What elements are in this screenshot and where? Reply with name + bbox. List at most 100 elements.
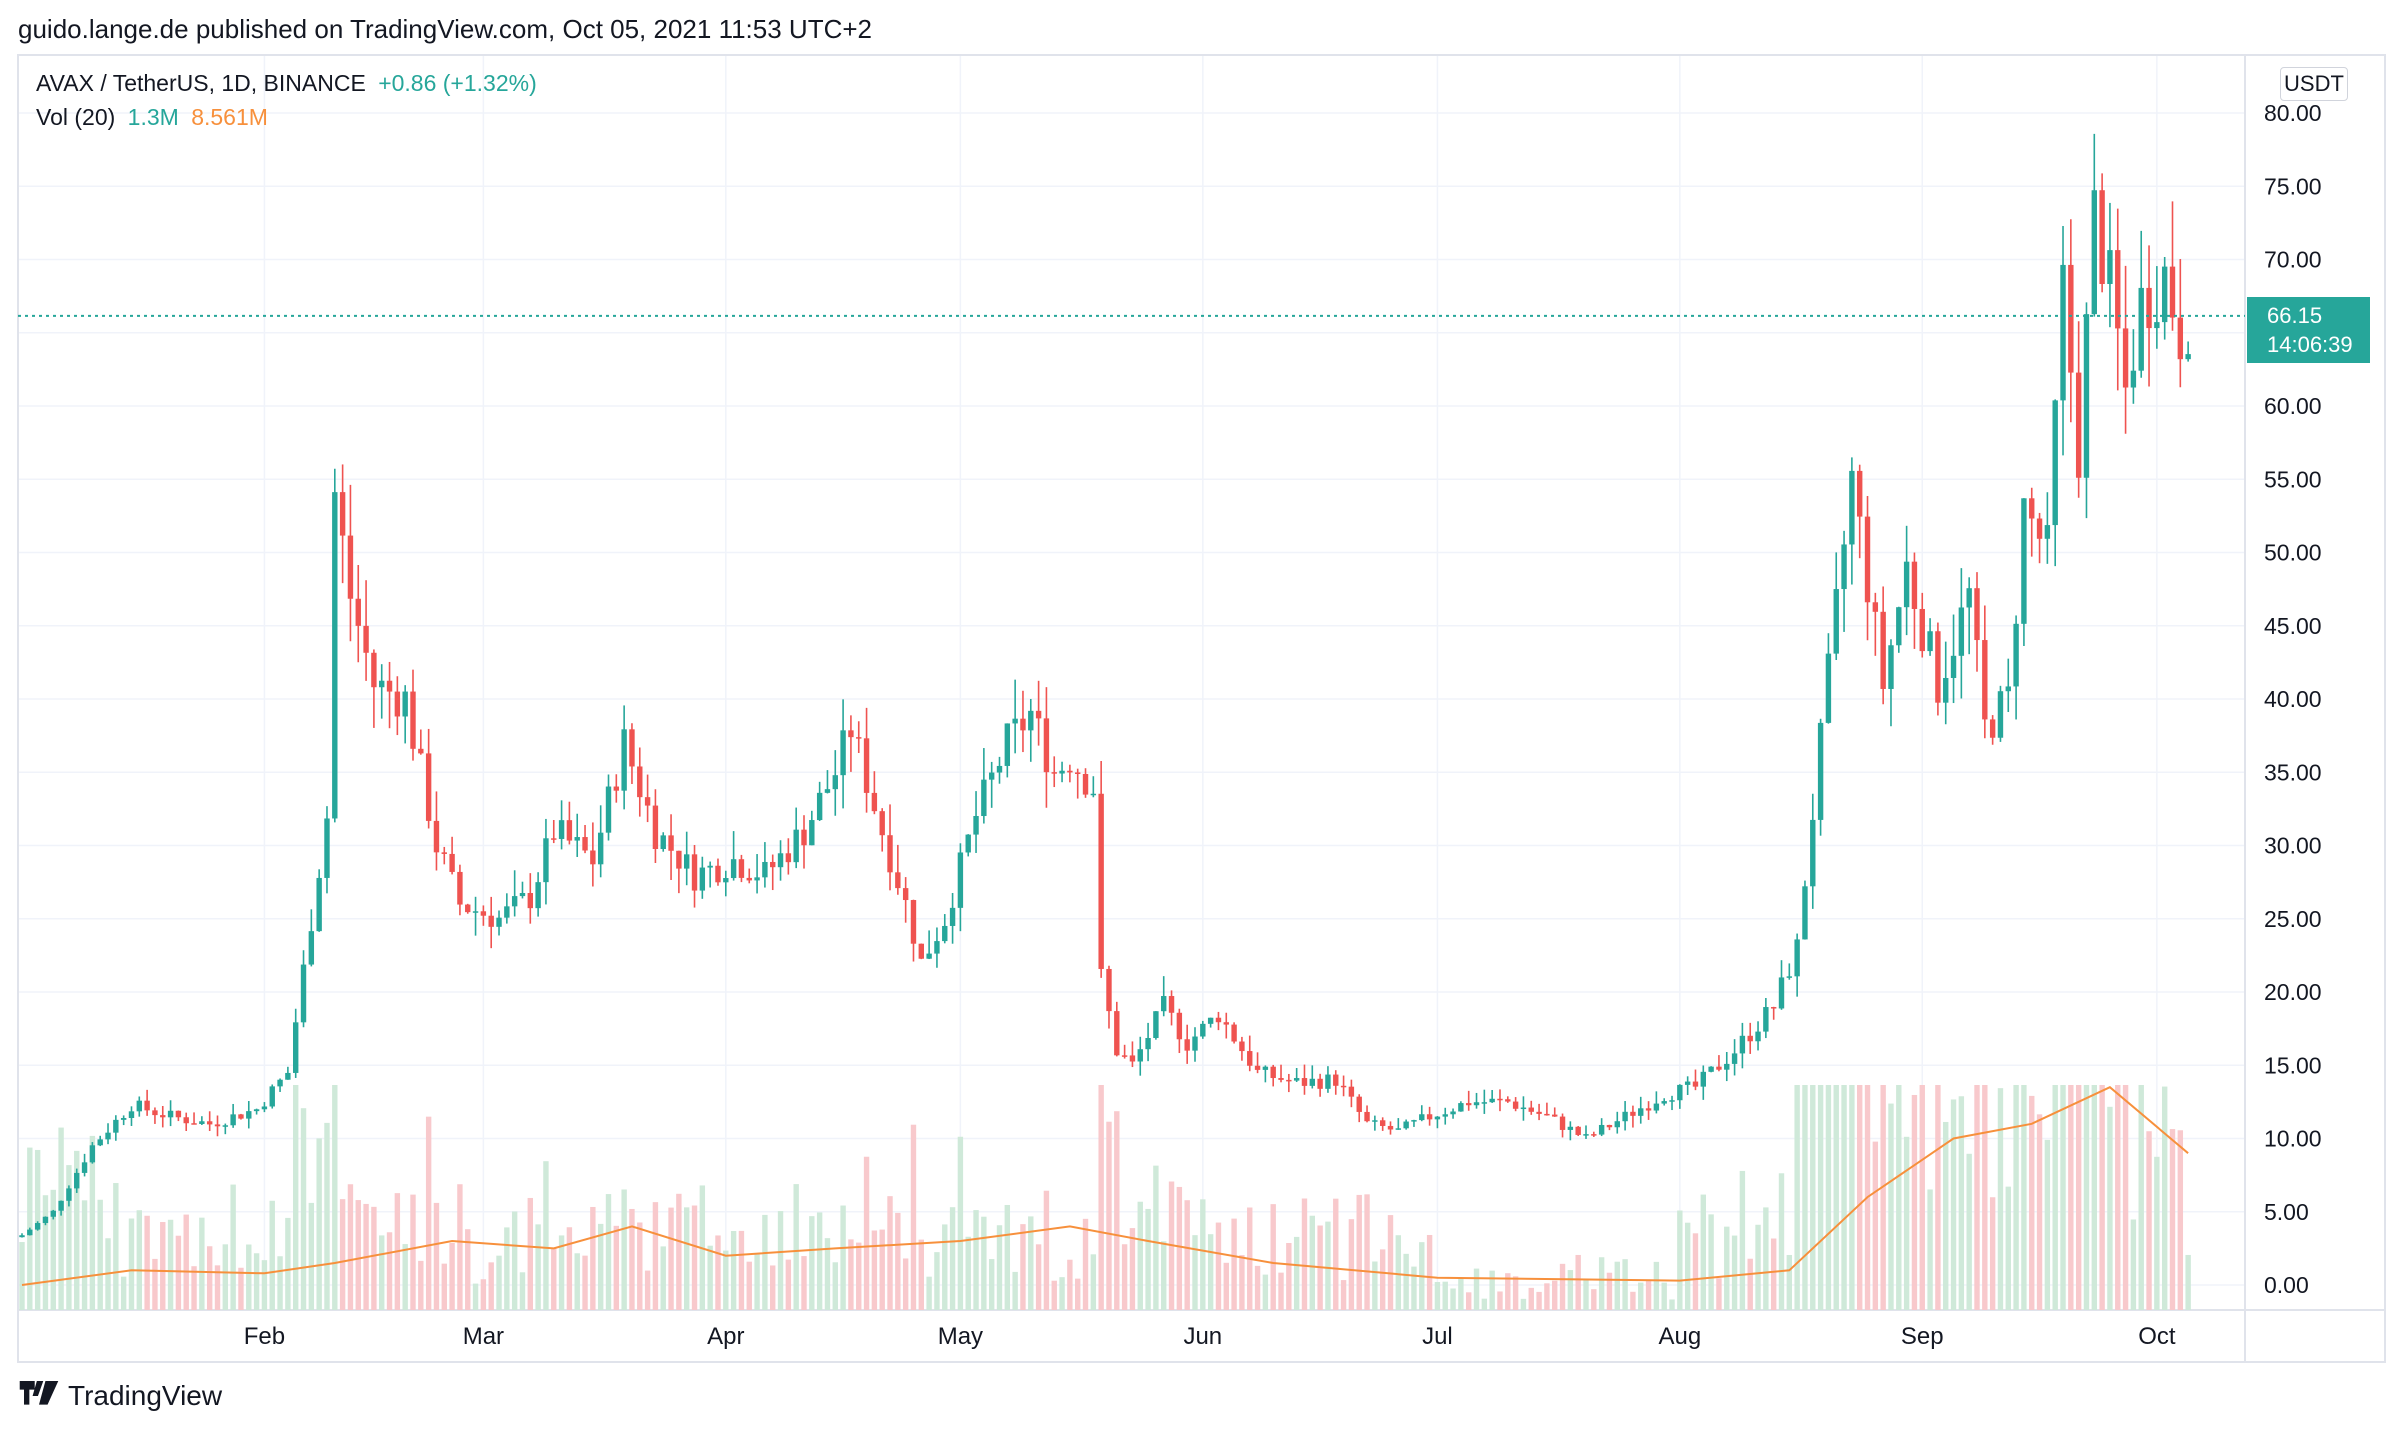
volume-bar: [1075, 1278, 1081, 1310]
volume-legend[interactable]: Vol (20) 1.3M 8.561M: [36, 104, 274, 131]
candle-body: [191, 1123, 197, 1125]
volume-bar: [1794, 1085, 1800, 1310]
volume-bar: [1473, 1268, 1480, 1310]
volume-bar: [942, 1224, 948, 1310]
candle-body: [1645, 1108, 1652, 1111]
candle-body: [887, 835, 893, 873]
candle-body: [863, 738, 870, 793]
volume-bar: [1810, 1085, 1816, 1310]
volume-bar: [1677, 1210, 1683, 1310]
volume-bar: [2044, 1139, 2051, 1310]
volume-bar: [2029, 1095, 2035, 1310]
volume-bar: [770, 1265, 776, 1310]
tradingview-brand[interactable]: TradingView: [18, 1380, 222, 1412]
candle-body: [918, 943, 924, 959]
volume-bar: [644, 1270, 651, 1310]
volume-bar: [1888, 1103, 1894, 1310]
candle-body: [1466, 1103, 1472, 1106]
volume-bar: [449, 1242, 455, 1310]
candle-body: [457, 871, 463, 905]
candle-body: [1215, 1017, 1222, 1023]
volume-bar: [1215, 1222, 1222, 1310]
candle-body: [1653, 1103, 1660, 1111]
volume-bar: [261, 1260, 268, 1310]
volume-bar: [332, 1085, 338, 1310]
candle-body: [1943, 677, 1949, 703]
volume-bar: [863, 1156, 870, 1310]
symbol-legend[interactable]: AVAX / TetherUS, 1D, BINANCE +0.86 (+1.3…: [36, 70, 543, 97]
candle-body: [1497, 1098, 1503, 1101]
volume-bar: [1387, 1215, 1394, 1310]
volume-bar: [1411, 1266, 1417, 1310]
volume-bar: [1200, 1199, 1206, 1310]
volume-bar: [543, 1161, 549, 1310]
volume-bar: [2122, 1085, 2129, 1310]
volume-bar: [1004, 1204, 1011, 1310]
volume-bar: [1755, 1224, 1761, 1310]
candle-body: [926, 953, 932, 959]
volume-bar: [175, 1235, 182, 1310]
volume-bar: [1943, 1121, 1949, 1310]
candle-body: [1207, 1017, 1214, 1024]
candle-body: [1340, 1085, 1347, 1088]
volume-bar: [58, 1127, 64, 1310]
candle-body: [1950, 655, 1957, 678]
candle-body: [433, 820, 440, 853]
candle-body: [660, 835, 666, 850]
candle-body: [58, 1200, 64, 1211]
volume-bar: [183, 1214, 189, 1310]
volume-bar: [597, 1223, 604, 1310]
candle-body: [551, 838, 557, 840]
currency-unit-button[interactable]: USDT: [2280, 67, 2348, 101]
y-tick-label: 55.00: [2264, 466, 2322, 492]
candle-body: [582, 837, 588, 851]
candle-body: [879, 811, 885, 836]
volume-bar: [1035, 1244, 1042, 1310]
volume-bar: [2075, 1085, 2082, 1310]
volume-bar: [371, 1206, 377, 1310]
candle-body: [472, 911, 479, 913]
candle-body: [691, 854, 698, 891]
candle-body: [1372, 1120, 1378, 1122]
candle-body: [1262, 1066, 1269, 1070]
volume-bar: [566, 1227, 573, 1310]
volume-bar: [1207, 1234, 1214, 1310]
volume-bar: [2083, 1085, 2090, 1310]
candle-body: [1583, 1134, 1589, 1136]
volume-bar: [1184, 1200, 1190, 1310]
candle-body: [1849, 470, 1855, 545]
candle-body: [2060, 264, 2066, 401]
volume-bar: [2052, 1085, 2058, 1310]
volume-bar: [1825, 1085, 1832, 1310]
volume-bar: [1176, 1186, 1183, 1310]
candle-body: [1958, 607, 1965, 656]
candle-body: [1833, 589, 1839, 654]
candle-body: [1708, 1066, 1714, 1072]
candle-body: [222, 1125, 229, 1127]
candle-body: [1434, 1116, 1441, 1120]
candle-body: [2036, 518, 2043, 539]
volume-bar: [879, 1229, 885, 1310]
volume-bar: [1082, 1218, 1089, 1310]
volume-bar: [1364, 1194, 1370, 1310]
candle-body: [942, 925, 948, 942]
candle-body: [723, 878, 729, 883]
candle-body: [1458, 1103, 1464, 1112]
candle-body: [2091, 190, 2097, 315]
volume-bar: [1716, 1278, 1722, 1310]
volume-bar: [707, 1245, 713, 1310]
volume-bar: [167, 1219, 174, 1310]
candle-body: [1669, 1100, 1675, 1102]
volume-bar: [1325, 1221, 1331, 1310]
candle-body: [27, 1229, 33, 1236]
volume-bar: [1426, 1234, 1433, 1310]
candle-body: [1552, 1114, 1558, 1117]
candle-body: [308, 931, 315, 965]
volume-value: 1.3M: [127, 104, 179, 130]
candle-body: [1270, 1066, 1276, 1079]
volume-bar: [840, 1205, 846, 1310]
volume-bar: [136, 1210, 142, 1310]
volume-bar: [777, 1211, 784, 1310]
candle-body: [1489, 1098, 1495, 1103]
